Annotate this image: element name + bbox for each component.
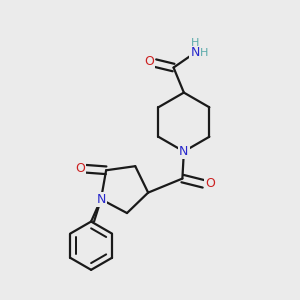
Text: N: N (190, 46, 200, 59)
Text: N: N (179, 145, 188, 158)
Text: O: O (205, 177, 215, 190)
Text: O: O (145, 55, 154, 68)
Text: N: N (96, 193, 106, 206)
Text: O: O (75, 162, 85, 175)
Text: H: H (191, 38, 199, 48)
Text: H: H (200, 48, 208, 58)
